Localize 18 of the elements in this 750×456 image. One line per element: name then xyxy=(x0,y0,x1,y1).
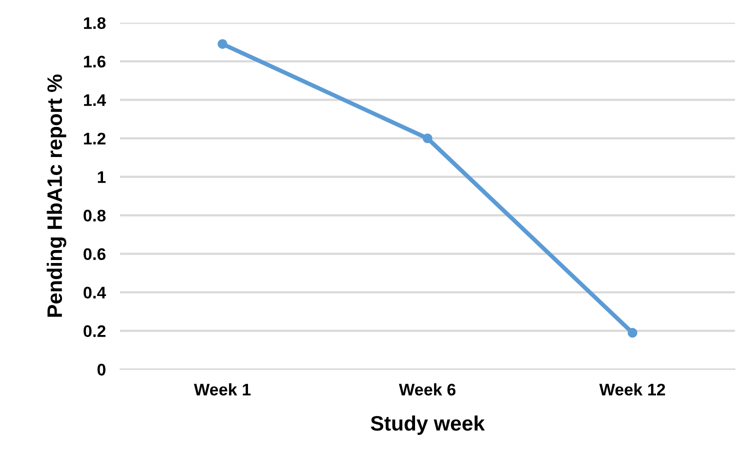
x-tick-label: Week 6 xyxy=(398,383,456,396)
y-tick-label: 1.6 xyxy=(84,56,106,68)
y-tick-label: 0.4 xyxy=(84,286,106,299)
point xyxy=(628,328,638,338)
x-tick-label: Week 1 xyxy=(194,383,251,396)
point xyxy=(218,39,228,49)
y-tick-label: 0.2 xyxy=(84,325,106,338)
y-tick-label: 0.6 xyxy=(84,248,106,260)
point xyxy=(422,133,432,144)
y-tick-label: 1 xyxy=(98,171,106,183)
y-tick-label: 0.8 xyxy=(84,210,106,222)
x-axis-title: Study week xyxy=(370,415,485,435)
y-tick-label: 0 xyxy=(98,364,106,376)
y-tick-label: 1.8 xyxy=(84,17,106,30)
y-tick-label: 1.2 xyxy=(84,132,106,144)
y-tick-label: 1.4 xyxy=(84,94,106,106)
x-tick-label: Week 12 xyxy=(599,383,666,396)
y-axis-title: Pending HbA1c report % xyxy=(46,74,66,317)
